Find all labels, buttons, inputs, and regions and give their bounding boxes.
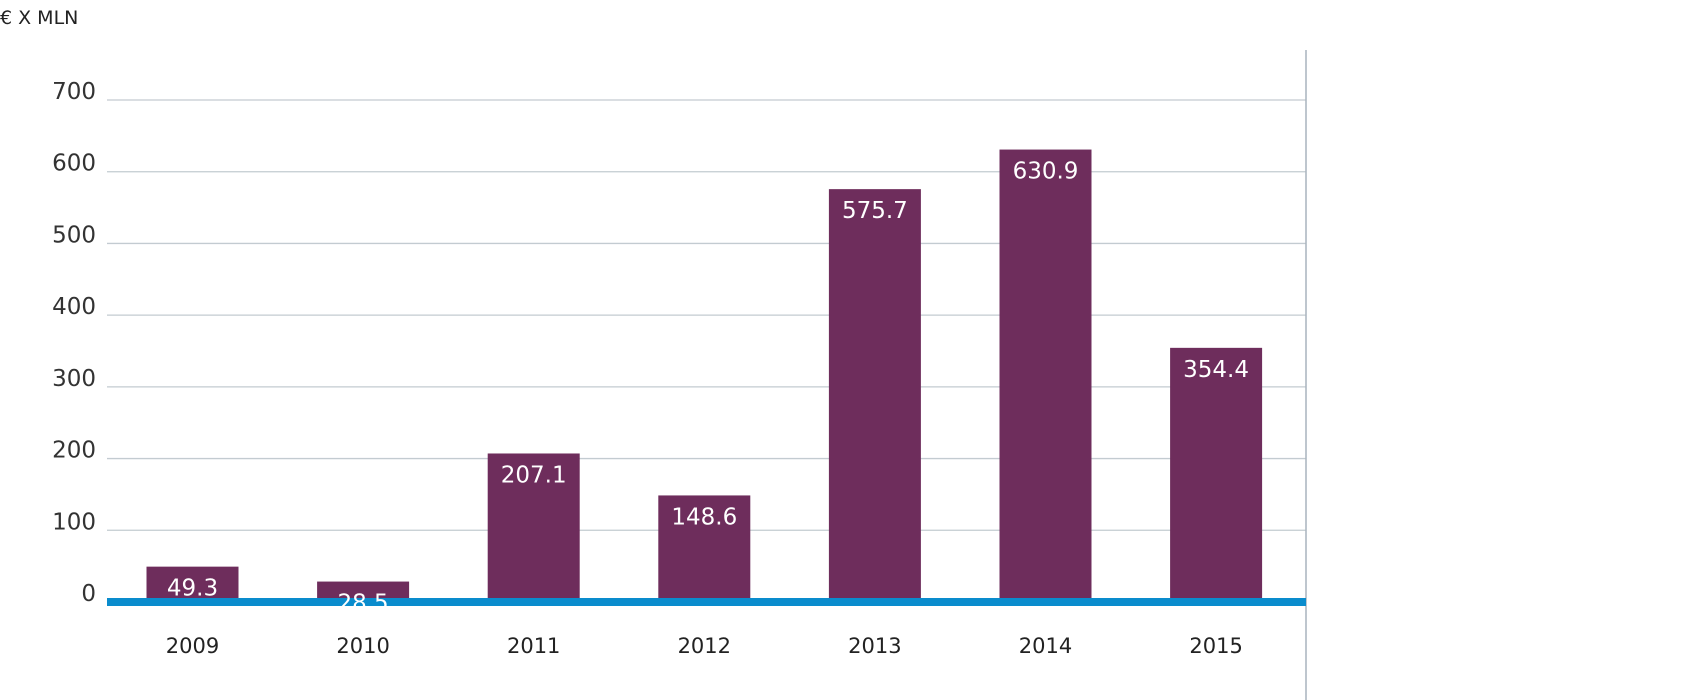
- data-label-2009: 49.3: [167, 576, 218, 602]
- y-axis-ticks: 0 100 200 300 400 500 600 700: [52, 79, 96, 607]
- data-label-2011: 207.1: [501, 462, 567, 488]
- bar-2014: [999, 149, 1092, 602]
- x-tick-label: 2012: [678, 634, 731, 658]
- x-tick-label: 2015: [1189, 634, 1242, 658]
- bar-2015: [1170, 347, 1263, 602]
- y-tick-label: 400: [52, 294, 96, 320]
- y-tick-label: 500: [52, 222, 96, 248]
- gridlines: [107, 99, 1306, 531]
- y-axis-unit-label: € X MLN: [0, 7, 78, 29]
- y-tick-label: 600: [52, 151, 96, 177]
- x-tick-label: 2013: [848, 634, 901, 658]
- data-label-2015: 354.4: [1183, 357, 1249, 383]
- x-tick-label: 2014: [1019, 634, 1072, 658]
- y-tick-label: 700: [52, 79, 96, 105]
- data-label-2014: 630.9: [1013, 159, 1079, 185]
- x-tick-label: 2011: [507, 634, 560, 658]
- bars: [146, 149, 1263, 602]
- x-tick-label: 2009: [166, 634, 219, 658]
- bar-2012: [658, 495, 751, 602]
- data-labels: 49.3 28.5 207.1 148.6 575.7 630.9 354.4: [167, 159, 1249, 617]
- y-tick-label: 100: [52, 509, 96, 535]
- bar-2011: [487, 453, 580, 602]
- bar-2009: [146, 566, 239, 602]
- data-label-2013: 575.7: [842, 198, 908, 224]
- x-axis-ticks: 2009 2010 2011 2012 2013 2014 2015: [166, 634, 1243, 658]
- bar-2013: [828, 189, 921, 602]
- y-tick-label: 0: [81, 581, 96, 607]
- y-tick-label: 200: [52, 438, 96, 464]
- data-label-2012: 148.6: [671, 504, 737, 530]
- data-label-2010: 28.5: [337, 591, 388, 617]
- x-tick-label: 2010: [336, 634, 389, 658]
- bar-2010: [317, 581, 410, 602]
- y-tick-label: 300: [52, 366, 96, 392]
